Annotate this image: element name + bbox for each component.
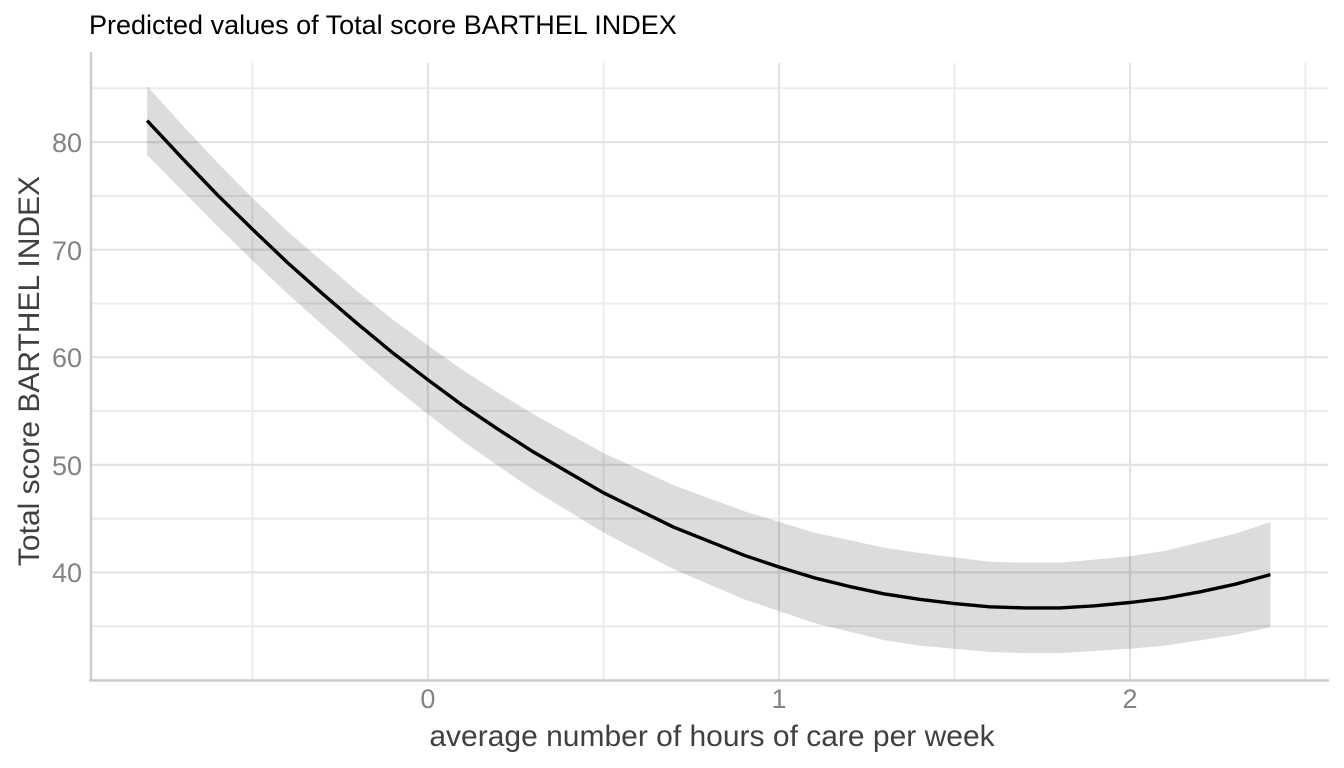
x-tick-label: 2 [1122, 684, 1138, 714]
confidence-ribbon [147, 86, 1271, 654]
x-tick-label: 0 [420, 684, 436, 714]
x-tick-label: 1 [771, 684, 787, 714]
prediction-line [145, 119, 1271, 610]
x-axis-title: average number of hours of care per week [429, 720, 995, 753]
gridlines-minor [92, 63, 1328, 680]
y-tick-label: 50 [51, 450, 82, 481]
gridlines-major [92, 63, 1328, 680]
y-tick-label: 40 [51, 558, 82, 589]
y-tick-label: 80 [51, 128, 82, 159]
y-tick-label: 70 [51, 235, 82, 266]
chart-title: Predicted values of Total score BARTHEL … [89, 10, 677, 40]
y-tick-label: 60 [51, 343, 82, 374]
